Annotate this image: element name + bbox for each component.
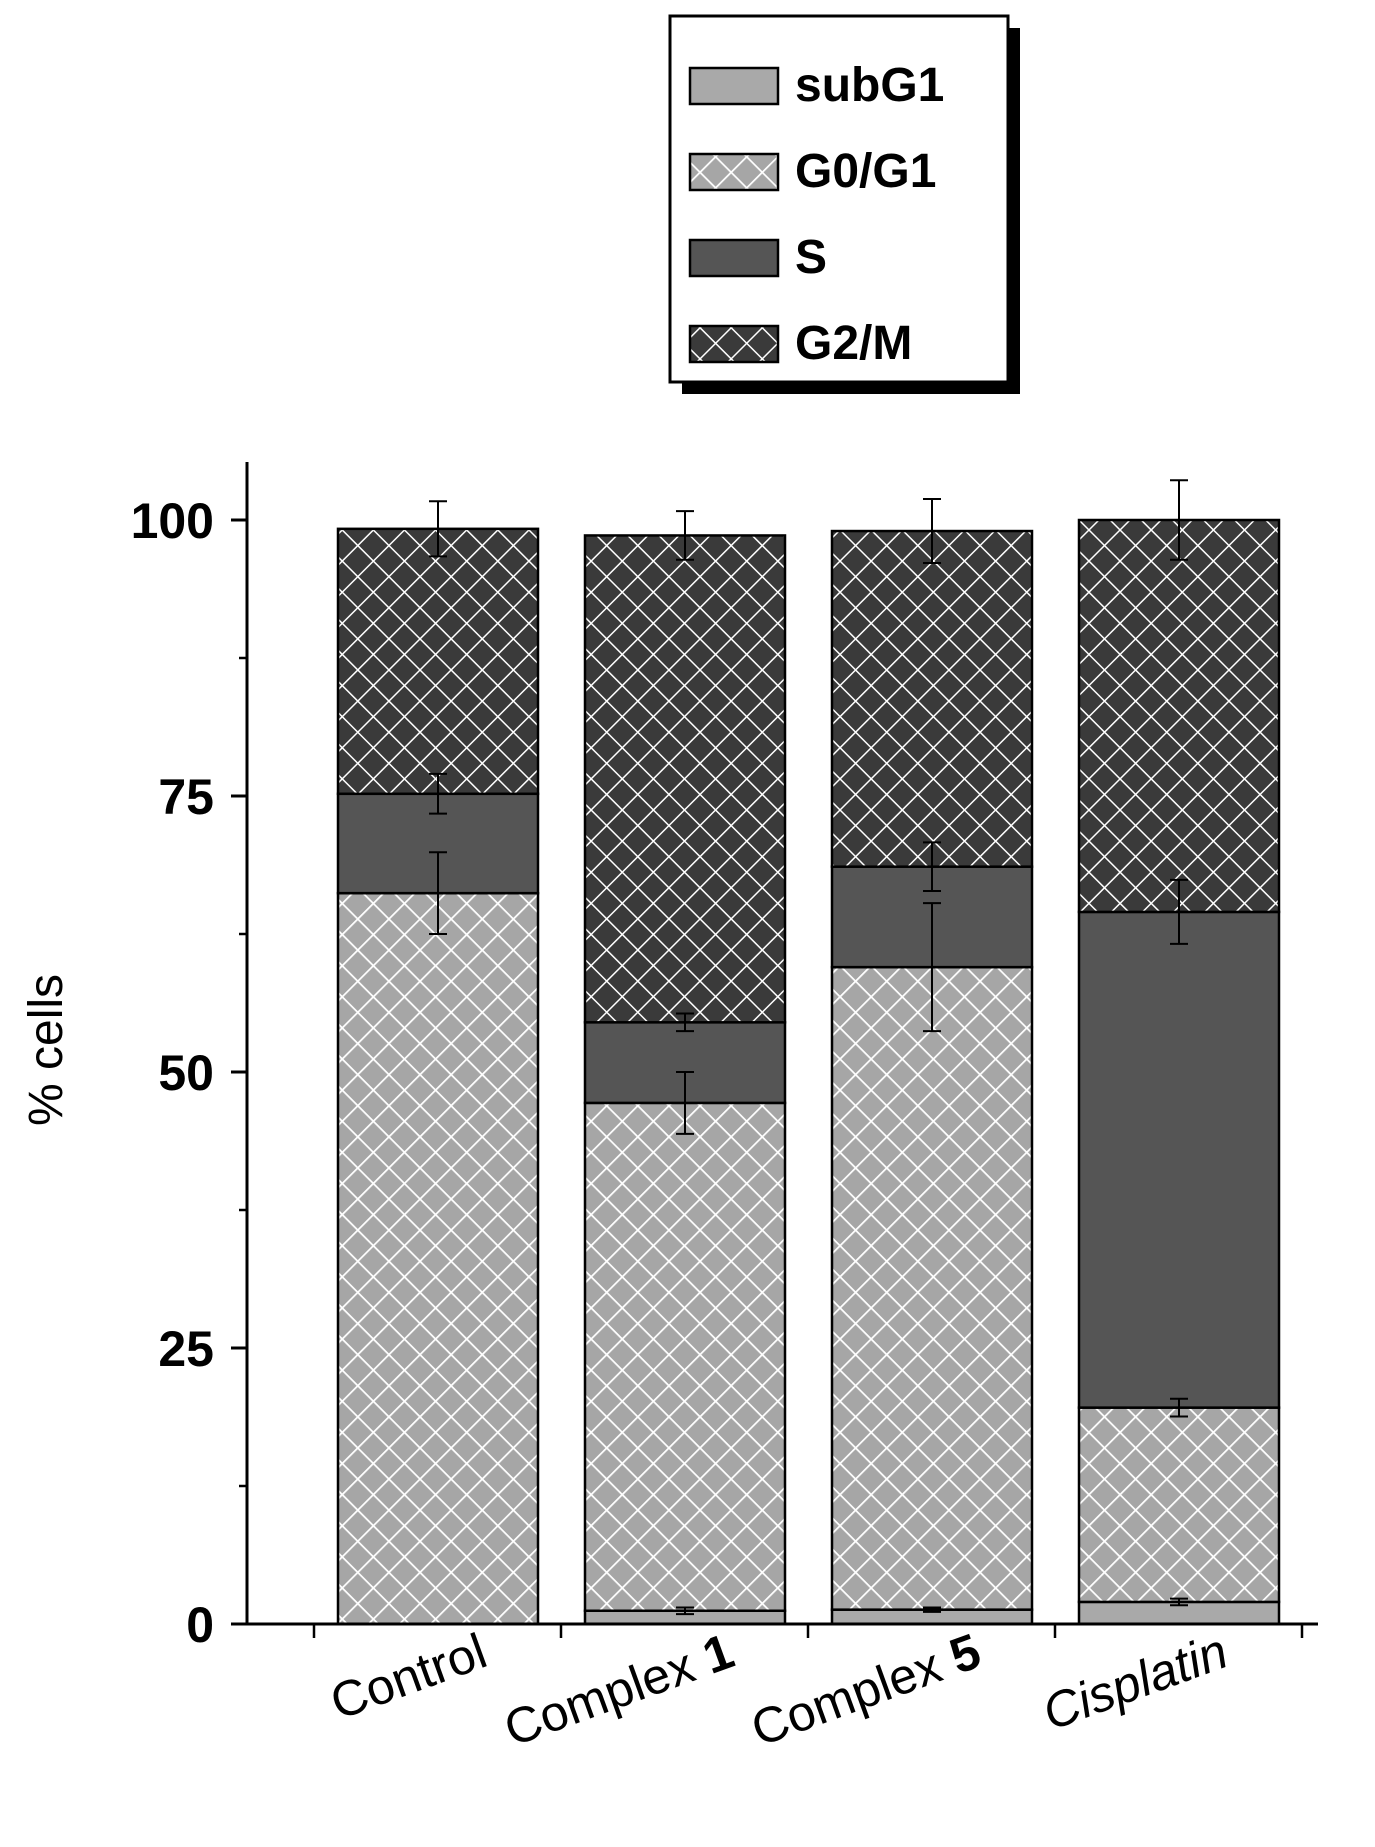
legend-label: G2/M	[795, 317, 912, 370]
x-ticks: Control Complex 1 Complex 5 Cisplatin	[312, 1623, 1304, 1757]
x-category-label-3: Complex 5	[744, 1623, 988, 1757]
error-bar-g2m-2	[676, 510, 694, 561]
error-bar-s-1	[429, 772, 447, 815]
legend-item-g0g1: G0/G1	[688, 145, 936, 198]
bar-segment-g2m-3	[830, 529, 1034, 868]
error-bar-g0g1-4	[1170, 1397, 1188, 1418]
bar-segment-g0g1-3	[830, 965, 1034, 1611]
bar-segment-s-4	[1077, 910, 1281, 1409]
error-bar-g0g1-1	[429, 851, 447, 935]
error-bar-subg1-2	[676, 1606, 694, 1616]
legend-swatch	[688, 152, 780, 192]
error-bar-subg1-3	[923, 1606, 941, 1613]
y-tick-label-75: 75	[158, 769, 214, 825]
y-tick-label-25: 25	[158, 1321, 214, 1377]
y-ticks: 0 25 50 75 100	[131, 493, 247, 1653]
error-bar-s-3	[923, 841, 941, 892]
error-bar-g2m-1	[429, 500, 447, 558]
legend-label: S	[795, 231, 827, 284]
legend-item-subg1: subG1	[688, 59, 944, 112]
x-category-label-2: Complex 1	[497, 1623, 741, 1757]
bar-segment-g2m-2	[583, 534, 787, 1024]
x-category-label-4: Cisplatin	[1035, 1623, 1234, 1741]
y-tick-label-50: 50	[158, 1045, 214, 1101]
bar-segment-g2m-1	[336, 527, 540, 796]
legend-swatch	[688, 324, 780, 364]
legend-swatch	[688, 66, 780, 106]
error-bar-subg1-4	[1170, 1597, 1188, 1607]
bar-segment-g0g1-1	[336, 891, 540, 1626]
x-category-label-1: Control	[323, 1623, 494, 1731]
error-bar-g2m-4	[1170, 479, 1188, 561]
y-axis-title: % cells	[20, 974, 73, 1126]
y-tick-label-0: 0	[186, 1597, 214, 1653]
legend-item-s: S	[688, 231, 827, 284]
bar-segment-g0g1-2	[583, 1101, 787, 1613]
y-tick-label-100: 100	[131, 493, 214, 549]
error-bar-s-2	[676, 1012, 694, 1033]
bar-segment-g2m-4	[1077, 518, 1281, 914]
error-bars-group	[429, 479, 1188, 1616]
error-bar-s-4	[1170, 878, 1188, 945]
error-bar-g0g1-2	[676, 1071, 694, 1135]
axes	[236, 462, 1318, 1626]
bars-group	[336, 518, 1281, 1626]
legend-label: subG1	[795, 59, 944, 112]
error-bar-g2m-3	[923, 498, 941, 565]
bar-segment-g0g1-4	[1077, 1406, 1281, 1604]
legend-swatch	[688, 238, 780, 278]
legend-label: G0/G1	[795, 145, 936, 198]
error-bar-g0g1-3	[923, 902, 941, 1033]
legend-item-g2m: G2/M	[688, 317, 912, 370]
legend: subG1 G0/G1 S G2/M	[668, 14, 1020, 394]
